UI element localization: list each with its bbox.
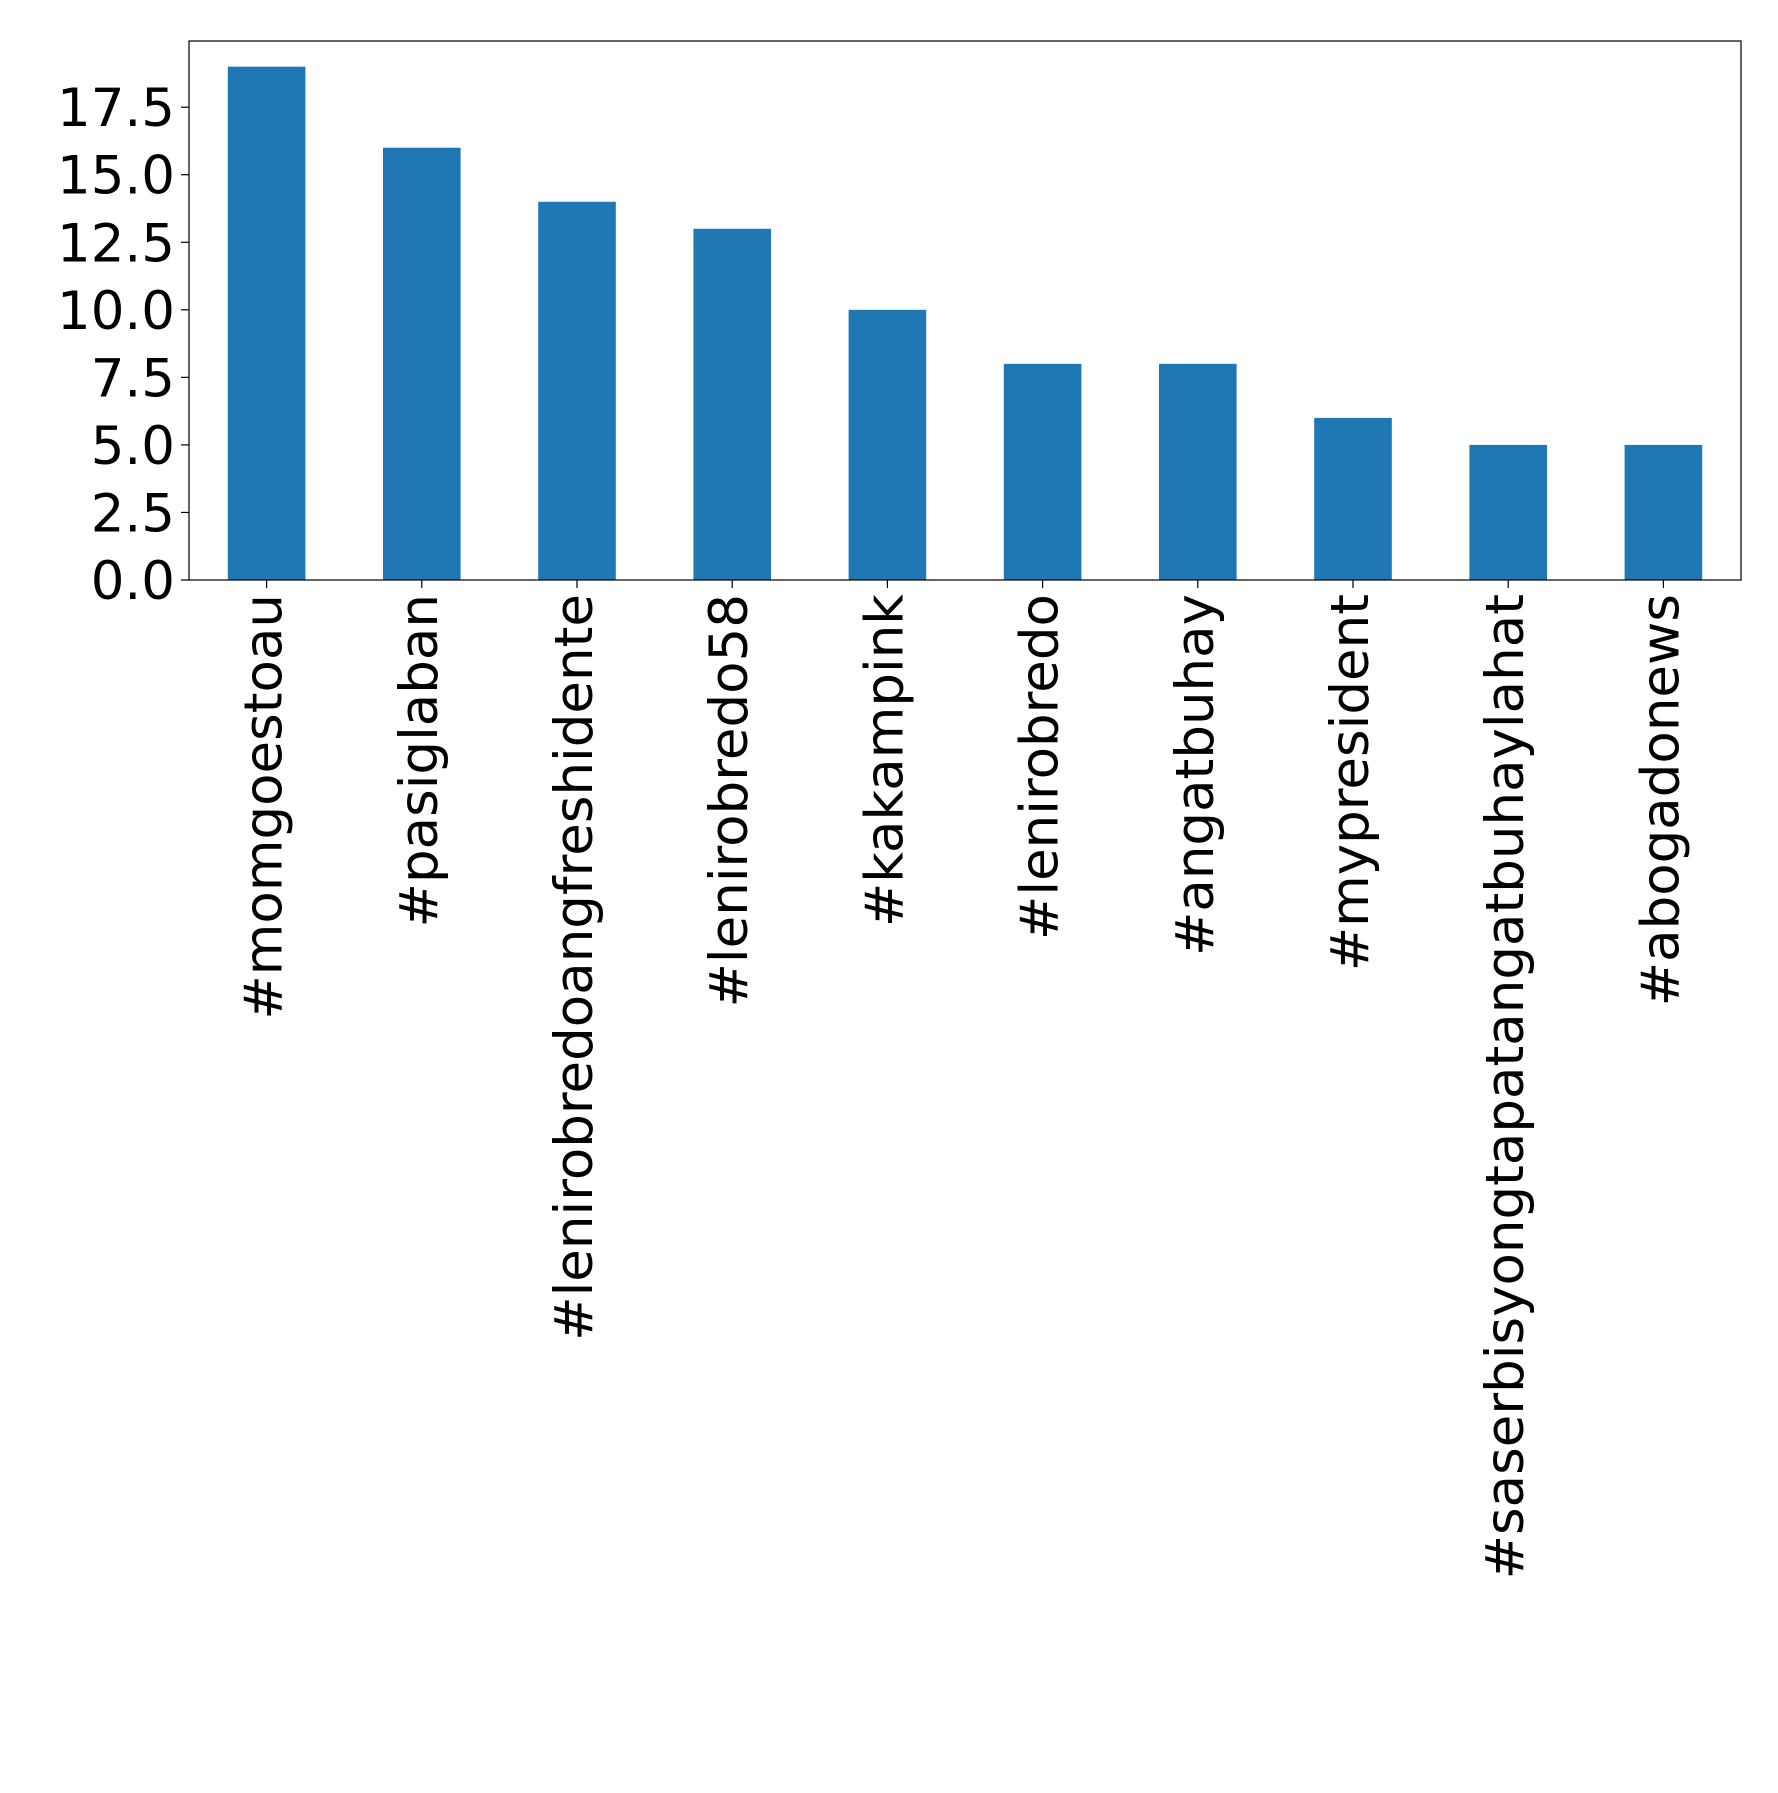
y-tick-label: 10.0 <box>57 281 175 342</box>
x-tick-label: #abogadonews <box>1630 594 1691 1006</box>
y-tick-label: 0.0 <box>91 551 175 612</box>
y-tick-label: 2.5 <box>91 483 175 544</box>
y-tick-label: 5.0 <box>91 416 175 477</box>
bar-lenirobredoangfreshidente <box>538 201 616 580</box>
x-tick-label: #angatbuhay <box>1165 594 1226 956</box>
bar-angatbuhay <box>1159 363 1237 580</box>
y-tick-label: 15.0 <box>57 146 175 207</box>
x-tick-label: #lenirobredoangfreshidente <box>544 594 605 1341</box>
y-tick-label: 12.5 <box>57 213 175 274</box>
x-tick-label: #kakampink <box>854 594 915 927</box>
plot-frame <box>188 40 1742 581</box>
y-tick-label: 17.5 <box>57 78 175 139</box>
x-axis: #momgoestoau #pasiglaban #lenirobredoangfr… <box>234 580 1691 1579</box>
bar-lenirobredo58 <box>693 228 771 581</box>
bar-kakampink <box>848 309 927 580</box>
x-tick-label: #lenirobredo <box>1010 594 1071 940</box>
bar-mypresident <box>1314 417 1392 580</box>
bar-saserbisyongtapatangatbuhaylahat <box>1469 444 1547 580</box>
x-tick-label: #saserbisyongtapatangatbuhaylahat <box>1475 594 1536 1579</box>
y-tick-label: 7.5 <box>91 348 175 409</box>
x-tick-label: #lenirobredo58 <box>699 594 760 1008</box>
x-tick-label: #momgoestoau <box>234 594 295 1020</box>
bar-abogadonews <box>1624 444 1703 580</box>
bar-lenirobredo <box>1003 363 1082 580</box>
y-axis: 0.0 2.55.0 7.510.0 12.515.0 17.5 <box>57 78 189 612</box>
bar-momgoestoau <box>227 66 306 580</box>
x-tick-label: #mypresident <box>1320 594 1381 971</box>
x-tick-label: #pasiglaban <box>389 594 450 927</box>
bars-layer <box>227 66 1703 581</box>
bar-pasiglaban <box>383 147 461 580</box>
